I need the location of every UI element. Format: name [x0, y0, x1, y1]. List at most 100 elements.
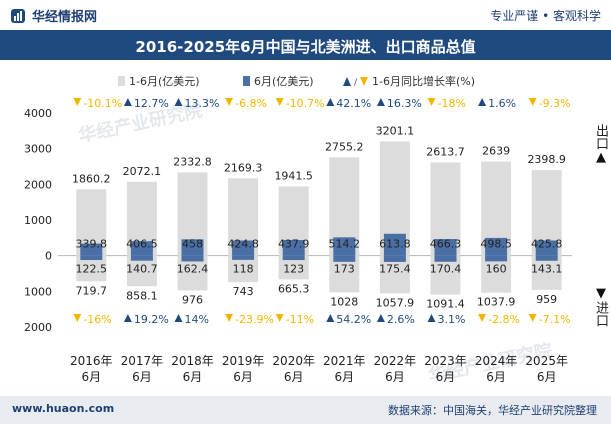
x-tick-label-year: 2025年 [525, 354, 568, 368]
import-monthly-bar [130, 255, 153, 261]
import-monthly-label: 175.4 [379, 263, 411, 276]
export-monthly-bar [181, 239, 204, 256]
export-growth-label: -6.8% [235, 97, 267, 110]
legend-label-monthly: 6月(亿美元) [254, 75, 314, 88]
tagline: 专业严谨 • 客观科学 [490, 9, 601, 23]
y-tick-label: 1000 [24, 214, 52, 227]
export-monthly-bar [434, 239, 457, 256]
import-monthly-label: 122.5 [76, 263, 108, 276]
import-cumulative-bar [430, 255, 461, 295]
import-monthly-bar [282, 255, 305, 261]
export-monthly-bar [130, 241, 153, 256]
export-monthly-bar [333, 237, 356, 256]
import-growth-label: -7.1% [539, 313, 571, 326]
footer-website: www.huaon.com [12, 402, 115, 415]
export-growth-label: -10.7% [286, 97, 325, 110]
import-cumulative-label: 1037.9 [477, 296, 516, 309]
import-growth-label: 3.1% [438, 313, 466, 326]
legend-label-cumulative: 1-6月(亿美元) [129, 75, 200, 88]
export-cumulative-label: 2398.9 [527, 153, 566, 166]
legend-slash: / [354, 78, 358, 88]
y-tick-label: 2000 [24, 178, 52, 191]
import-growth-up-icon [174, 314, 183, 322]
legend-triangle-down-icon [360, 77, 368, 86]
import-monthly-label: 170.4 [430, 263, 462, 276]
export-monthly-bar [282, 240, 305, 256]
import-monthly-label: 160 [486, 263, 507, 276]
import-cumulative-label: 1057.9 [376, 296, 415, 309]
export-growth-down-icon [73, 98, 82, 106]
x-tick-label-year: 2022年 [374, 354, 417, 368]
export-growth-up-icon [326, 98, 335, 106]
x-tick-label-year: 2024年 [475, 354, 518, 368]
import-growth-up-icon [326, 314, 335, 322]
x-tick-label-month: 6月 [385, 370, 405, 384]
import-cumulative-bar [177, 255, 208, 291]
import-growth-label: 54.2% [336, 313, 371, 326]
export-side-label: 出口 ▲ [593, 124, 609, 165]
y-tick-label: 0 [45, 250, 52, 263]
export-cumulative-label: 2072.1 [123, 165, 162, 178]
brand: 华经情报网 [10, 6, 97, 25]
export-cumulative-label: 2755.2 [325, 140, 364, 153]
export-growth-down-icon [427, 98, 436, 106]
title-bar: 2016-2025年6月中国与北美洲进、出口商品总值 [0, 30, 611, 60]
x-tick-label-month: 6月 [183, 370, 203, 384]
export-monthly-label: 437.9 [278, 238, 310, 251]
footer: www.huaon.com 数据来源：中国海关，华经产业研究院整理 [0, 396, 611, 424]
y-tick-label: 2000 [24, 321, 52, 334]
export-growth-up-icon [376, 98, 385, 106]
import-cumulative-label: 1028 [330, 295, 358, 308]
import-cumulative-bar [531, 255, 562, 290]
y-tick-label: 3000 [24, 143, 52, 156]
import-cumulative-label: 719.7 [76, 284, 108, 297]
import-growth-down-icon [478, 314, 487, 322]
export-monthly-label: 498.5 [480, 238, 512, 251]
y-tick-label: 1000 [24, 285, 52, 298]
legend-swatch-cumulative [118, 76, 125, 86]
import-growth-up-icon [123, 314, 132, 322]
import-growth-label: 2.6% [387, 313, 415, 326]
x-tick-label-month: 6月 [284, 370, 304, 384]
import-monthly-label: 123 [283, 263, 304, 276]
export-growth-label: 12.7% [134, 97, 169, 110]
up-triangle-icon: ▲ [596, 150, 606, 165]
import-monthly-bar [434, 255, 457, 262]
x-tick-label-month: 6月 [132, 370, 152, 384]
x-tick-label-month: 6月 [81, 370, 101, 384]
import-growth-up-icon [427, 314, 436, 322]
x-tick-label-month: 6月 [436, 370, 456, 384]
import-side-text: 进口 [593, 301, 608, 327]
import-cumulative-bar [379, 255, 410, 294]
export-cumulative-label: 1941.5 [274, 169, 313, 182]
legend-swatch-monthly [243, 76, 250, 86]
export-growth-up-icon [123, 98, 132, 106]
export-monthly-label: 514.2 [329, 238, 361, 251]
export-cumulative-label: 2639 [482, 145, 510, 158]
brand-logo-icon [11, 9, 25, 23]
export-monthly-label: 424.8 [227, 238, 259, 251]
x-tick-label-year: 2020年 [272, 354, 315, 368]
export-cumulative-label: 2169.3 [224, 161, 263, 174]
export-monthly-bar [383, 233, 406, 256]
import-cumulative-bar [228, 255, 259, 283]
export-monthly-label: 466.3 [430, 238, 462, 251]
import-monthly-label: 173 [334, 263, 355, 276]
export-growth-up-icon [174, 98, 183, 106]
export-monthly-label: 339.8 [76, 238, 108, 251]
down-triangle-icon: ▼ [596, 286, 606, 301]
import-monthly-label: 143.1 [531, 263, 563, 276]
export-growth-label: -18% [438, 97, 466, 110]
x-tick-label-year: 2016年 [70, 354, 113, 368]
import-monthly-bar [181, 255, 204, 262]
x-tick-label-year: 2021年 [323, 354, 366, 368]
export-monthly-label: 613.8 [379, 238, 411, 251]
top-bar: 华经情报网 专业严谨 • 客观科学 [0, 0, 611, 30]
export-monthly-bar [485, 237, 508, 256]
export-monthly-bar [232, 240, 255, 256]
legend-triangle-up-icon [343, 77, 351, 86]
import-monthly-bar [485, 255, 508, 262]
import-monthly-bar [383, 255, 406, 262]
import-growth-down-icon [73, 314, 82, 322]
